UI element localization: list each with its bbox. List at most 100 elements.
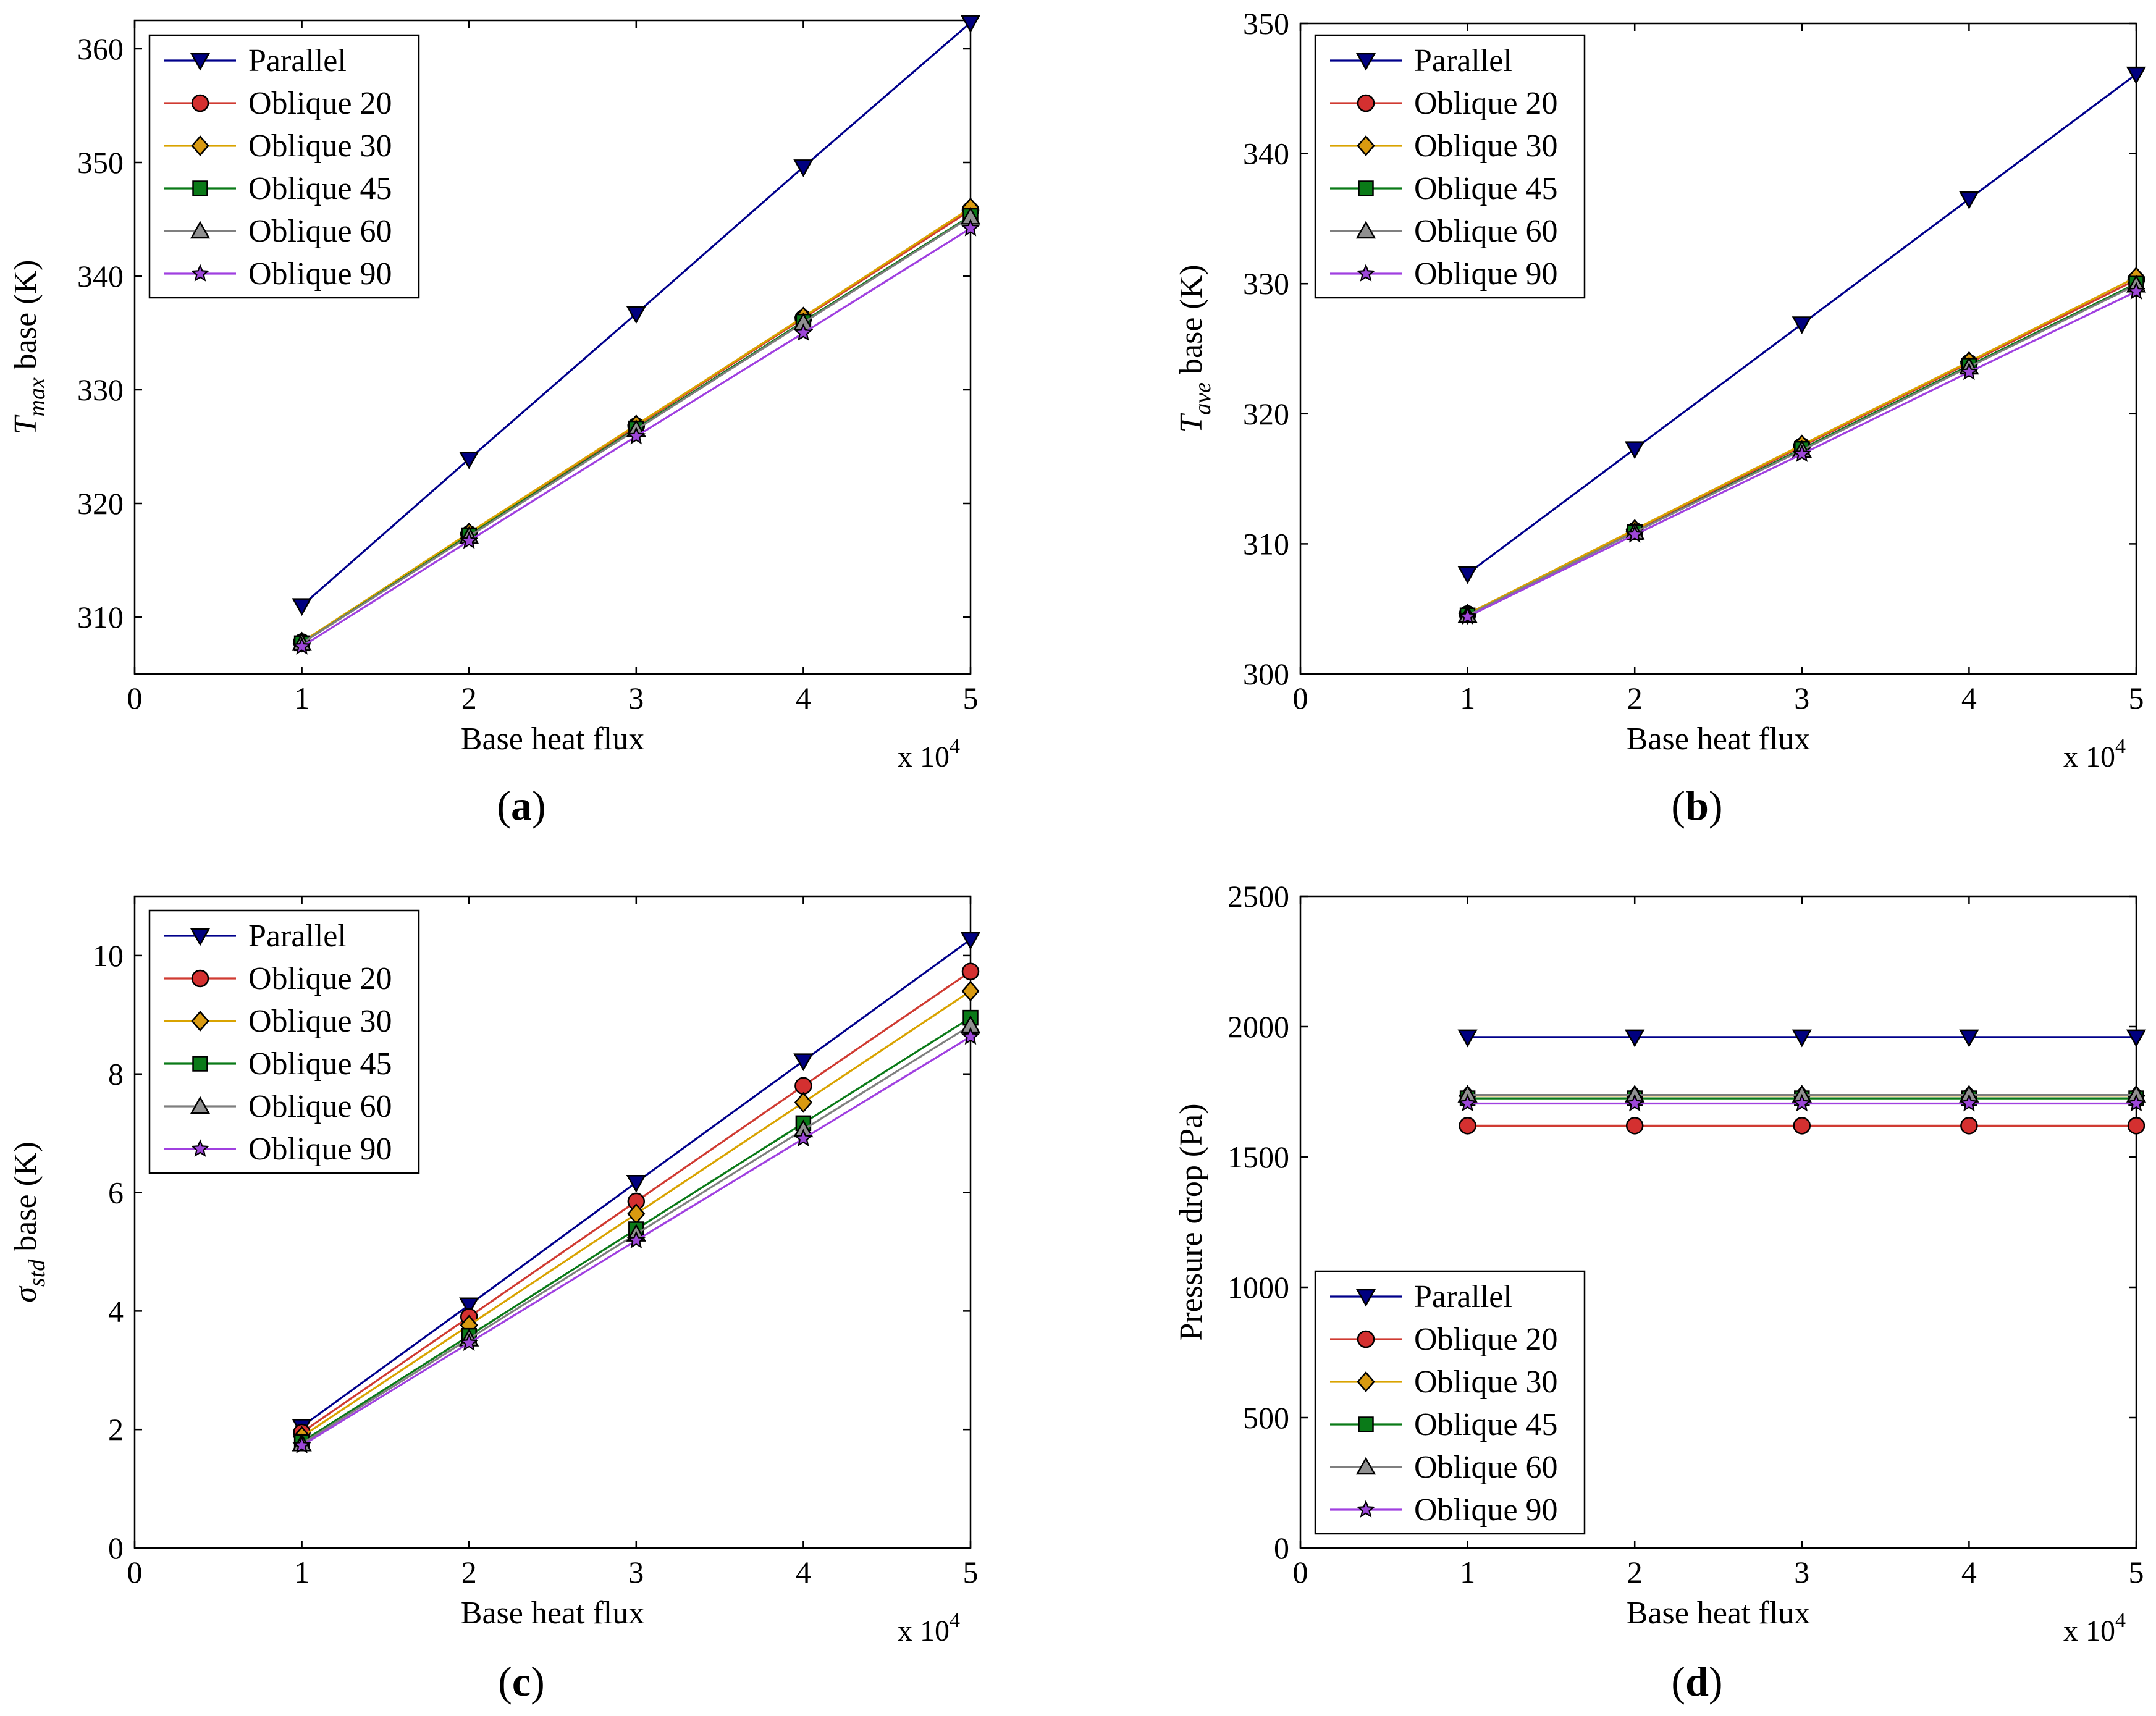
legend-marker-oblique60 xyxy=(1355,1457,1376,1475)
y-label-subscript: ave xyxy=(1190,382,1216,415)
panel-label-close: ) xyxy=(1709,1658,1723,1705)
y-axis-label: σstd base (K) xyxy=(8,1142,50,1303)
x-multiplier: x 10 xyxy=(898,1615,950,1647)
data-point-parallel xyxy=(1625,1029,1645,1048)
legend-marker-oblique60 xyxy=(190,1096,211,1114)
data-point-parallel xyxy=(459,1297,479,1316)
x-tick-label: 2 xyxy=(1627,1555,1643,1589)
legend-box xyxy=(1314,34,1586,299)
legend: Parallel Oblique 20 Oblique 30 Oblique 45 Ob… xyxy=(148,34,420,299)
legend-label-oblique90: Oblique 90 xyxy=(1414,1492,1558,1528)
x-tick-label: 0 xyxy=(1293,1555,1308,1589)
x-axis-label: Base heat flux xyxy=(1627,1596,1810,1631)
legend-label-oblique45: Oblique 45 xyxy=(1414,171,1558,206)
panel-label-close: ) xyxy=(1709,782,1723,829)
data-point-parallel xyxy=(626,306,646,324)
y-tick-label: 2500 xyxy=(1227,879,1289,914)
legend: Parallel Oblique 20 Oblique 30 Oblique 45 Ob… xyxy=(148,909,420,1174)
series-oblique90 xyxy=(1458,281,2146,625)
x-tick-label: 3 xyxy=(1794,681,1809,715)
data-point-oblique90 xyxy=(460,1333,479,1352)
data-point-parallel xyxy=(793,159,814,177)
y-label-symbol: σ xyxy=(8,1285,43,1303)
x-tick-label: 4 xyxy=(1961,681,1977,715)
legend-marker-oblique20 xyxy=(191,94,209,112)
x-axis-label: Base heat flux xyxy=(1627,721,1810,757)
legend-marker-parallel xyxy=(190,928,211,946)
data-point-oblique90 xyxy=(1458,607,1477,625)
data-point-parallel xyxy=(960,15,981,33)
data-point-oblique90 xyxy=(292,1436,311,1453)
y-tick-label: 310 xyxy=(1243,526,1289,561)
y-tick-label: 8 xyxy=(108,1057,124,1091)
data-point-oblique20 xyxy=(1793,1117,1811,1135)
panel-label-letter: c xyxy=(512,1658,531,1705)
y-tick-label: 10 xyxy=(93,938,124,973)
data-point-oblique30 xyxy=(961,980,980,1002)
y-tick-label: 6 xyxy=(108,1176,124,1210)
series-parallel xyxy=(1457,1029,2147,1048)
x-tick-label: 4 xyxy=(1961,1555,1977,1589)
legend: Parallel Oblique 20 Oblique 30 Oblique 45 Ob… xyxy=(1314,1270,1586,1535)
data-point-oblique20 xyxy=(961,962,980,981)
legend: Parallel Oblique 20 Oblique 30 Oblique 45 Ob… xyxy=(1314,34,1586,299)
series-oblique90 xyxy=(1458,1093,2146,1112)
legend-marker-oblique45 xyxy=(1358,1416,1374,1432)
data-point-oblique90 xyxy=(1625,1093,1644,1112)
x-multiplier: x 10 xyxy=(898,741,950,773)
data-point-oblique90 xyxy=(2126,1093,2146,1112)
data-point-parallel xyxy=(960,932,981,950)
data-point-oblique90 xyxy=(292,636,311,655)
data-point-parallel xyxy=(1959,191,1979,209)
panel-label: (c) xyxy=(498,1658,545,1705)
y-tick-label: 2 xyxy=(108,1412,124,1447)
data-point-parallel xyxy=(626,1174,646,1193)
legend-label-oblique20: Oblique 20 xyxy=(1414,86,1558,121)
legend-marker-oblique90 xyxy=(190,264,210,282)
data-point-oblique90 xyxy=(460,531,479,549)
legend-label-oblique20: Oblique 20 xyxy=(248,86,392,121)
y-tick-label: 330 xyxy=(1243,266,1289,301)
x-multiplier: x 10 xyxy=(2063,1615,2115,1647)
legend-marker-oblique20 xyxy=(191,969,209,988)
y-tick-label: 0 xyxy=(1274,1531,1289,1565)
legend-marker-oblique90 xyxy=(1356,1500,1376,1518)
data-point-parallel xyxy=(2126,66,2147,85)
data-point-parallel xyxy=(1792,316,1812,335)
legend-marker-oblique45 xyxy=(192,180,208,196)
series-parallel xyxy=(1457,66,2147,584)
data-point-oblique90 xyxy=(1960,362,1979,381)
y-label-space xyxy=(1174,374,1209,382)
data-point-oblique90 xyxy=(626,426,646,445)
legend-label-oblique60: Oblique 60 xyxy=(248,214,392,249)
y-tick-label: 350 xyxy=(77,145,124,180)
panel-label: (d) xyxy=(1671,1658,1722,1705)
data-point-oblique90 xyxy=(1792,444,1811,462)
panel-label-open: ( xyxy=(1671,1658,1685,1705)
x-tick-label: 1 xyxy=(1460,681,1475,715)
legend-marker-oblique30 xyxy=(191,1011,209,1032)
series-oblique90 xyxy=(292,1027,980,1453)
x-tick-label: 4 xyxy=(796,681,811,715)
data-point-parallel xyxy=(1457,1029,1478,1048)
legend-label-oblique60: Oblique 60 xyxy=(1414,214,1558,249)
legend-marker-oblique30 xyxy=(1357,135,1375,156)
y-tick-label: 320 xyxy=(1243,397,1289,431)
x-axis-multiplier: x 104 xyxy=(2063,735,2126,773)
x-axis-multiplier: x 104 xyxy=(898,1609,960,1647)
data-point-oblique20 xyxy=(1625,1117,1644,1135)
x-tick-label: 5 xyxy=(2129,1555,2144,1589)
y-axis-label: Pressure drop (Pa) xyxy=(1174,1103,1209,1340)
legend-label-oblique20: Oblique 20 xyxy=(248,961,392,996)
legend-label-oblique45: Oblique 45 xyxy=(248,1046,392,1082)
data-point-oblique20 xyxy=(794,1077,812,1095)
data-point-oblique90 xyxy=(626,1230,646,1248)
y-label-subscript: std xyxy=(24,1259,50,1287)
panel-label-close: ) xyxy=(531,1658,545,1705)
y-tick-label: 0 xyxy=(108,1531,124,1565)
x-tick-label: 3 xyxy=(1794,1555,1809,1589)
series-oblique20 xyxy=(1459,1117,2145,1135)
